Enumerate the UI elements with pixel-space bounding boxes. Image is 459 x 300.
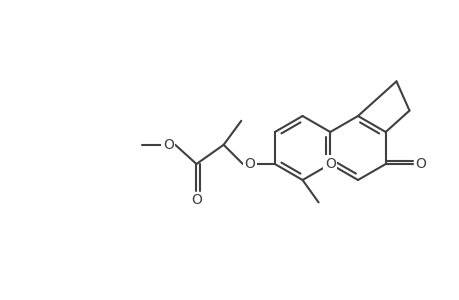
Text: O: O (414, 157, 425, 171)
Text: O: O (162, 138, 174, 152)
Text: O: O (324, 157, 335, 171)
Text: O: O (190, 193, 202, 207)
Text: O: O (244, 157, 255, 171)
